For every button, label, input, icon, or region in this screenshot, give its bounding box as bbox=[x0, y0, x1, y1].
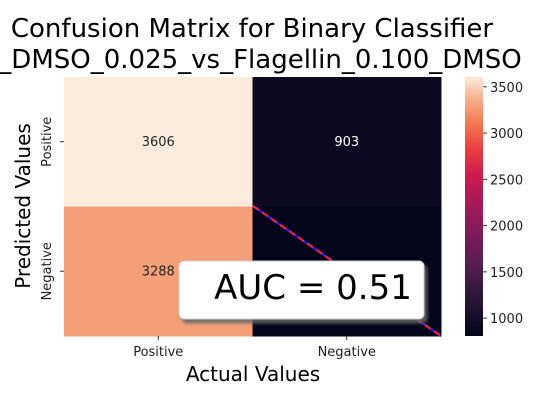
y-tick-label-0: Positive bbox=[40, 117, 55, 167]
auc-box bbox=[178, 260, 425, 320]
y-tick-label-1: Negative bbox=[40, 242, 55, 300]
x-tick-label-1: Negative bbox=[318, 345, 376, 360]
colorbar-tick-label-0: 1000 bbox=[490, 312, 523, 327]
colorbar-tick-label-1: 1500 bbox=[490, 266, 523, 281]
chart-title-line1: Confusion Matrix for Binary Classifier bbox=[11, 14, 494, 44]
colorbar-tick-label-2: 2000 bbox=[490, 220, 523, 235]
auc-text: AUC = 0.51 bbox=[214, 268, 412, 308]
cell-value-label-1-0: 3288 bbox=[142, 264, 175, 279]
x-tick-label-0: Positive bbox=[133, 345, 183, 360]
colorbar-ticks: 1000 1500 2000 2500 3000 3500 bbox=[483, 81, 523, 327]
heatmap-cell-0-0 bbox=[64, 77, 253, 207]
cell-value-label-0-0: 3606 bbox=[142, 135, 175, 150]
colorbar-tick-label-3: 2500 bbox=[490, 173, 523, 188]
colorbar-tick-label-4: 3000 bbox=[490, 127, 523, 142]
chart-title-line2: _DMSO_0.025_vs_Flagellin_0.100_DMSO bbox=[0, 45, 522, 75]
cell-value-label-0-1: 903 bbox=[334, 135, 359, 150]
auc-annotation: AUC = 0.51 bbox=[178, 260, 425, 320]
heatmap-cell-0-1 bbox=[252, 77, 442, 207]
colorbar-tick-label-5: 3500 bbox=[490, 81, 523, 96]
y-axis-label: Predicted Values bbox=[11, 123, 35, 289]
x-axis-label: Actual Values bbox=[186, 362, 320, 386]
colorbar bbox=[465, 77, 483, 336]
